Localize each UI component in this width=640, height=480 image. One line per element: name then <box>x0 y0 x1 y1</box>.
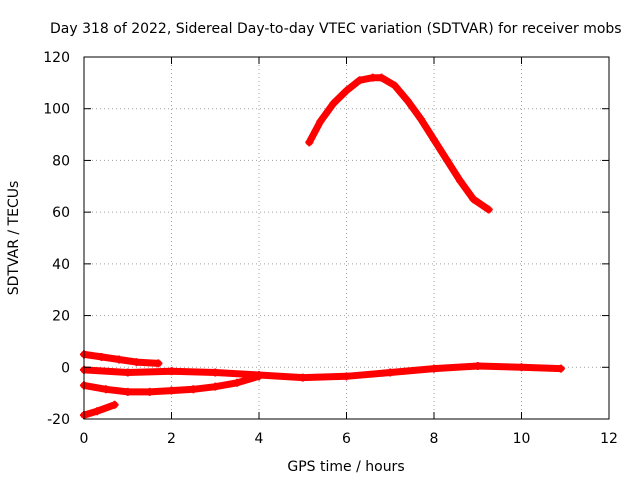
data-point <box>189 385 198 394</box>
data-point <box>416 115 425 124</box>
y-tick-label: 80 <box>52 153 70 169</box>
data-point <box>377 73 386 82</box>
series-arc-high <box>305 73 493 214</box>
y-tick-label: 60 <box>52 205 70 221</box>
series-arc-top-left <box>80 350 163 368</box>
y-tick-label: 40 <box>52 257 70 273</box>
x-tick-label: 12 <box>600 431 618 447</box>
x-axis-title: GPS time / hours <box>287 459 404 475</box>
data-point <box>93 407 102 416</box>
data-point <box>110 400 119 409</box>
data-point <box>430 135 438 144</box>
series-line <box>80 401 119 419</box>
data-point <box>123 368 132 377</box>
data-point <box>115 355 123 364</box>
data-point <box>329 99 338 108</box>
y-tick-label: 120 <box>43 50 70 66</box>
x-tick-label: 4 <box>255 431 264 447</box>
x-tick-label: 10 <box>513 431 531 447</box>
data-point <box>101 385 110 394</box>
data-point <box>211 368 220 377</box>
grid <box>84 57 609 419</box>
x-tick-label: 6 <box>342 431 351 447</box>
data-point <box>97 352 106 361</box>
x-tick-label: 8 <box>430 431 439 447</box>
x-tick-label: 0 <box>80 431 89 447</box>
data-point <box>456 177 465 186</box>
data-point <box>484 205 493 214</box>
data-point <box>469 195 478 204</box>
data-point <box>123 387 132 396</box>
data-point <box>390 81 399 90</box>
data-point <box>517 363 526 372</box>
data-point <box>132 358 141 367</box>
data-point <box>167 386 176 395</box>
data-point <box>386 368 395 377</box>
series-line <box>305 74 493 214</box>
ticks <box>83 56 610 420</box>
x-tick-label: 2 <box>167 431 176 447</box>
data-point <box>316 117 325 126</box>
y-tick-label: 20 <box>52 309 70 325</box>
y-tick-label: -20 <box>47 412 70 428</box>
tick-labels: 0 2 4 6 8 10 12 -20 0 20 40 60 80 100 120 <box>43 50 618 447</box>
data-point <box>403 96 412 105</box>
data-point <box>145 387 154 396</box>
data-point <box>473 361 482 370</box>
chart-title: Day 318 of 2022, Sidereal Day-to-day VTE… <box>50 21 622 37</box>
data-point <box>211 382 220 391</box>
data-point <box>255 372 263 381</box>
y-axis-title: SDTVAR / TECUs <box>6 181 22 296</box>
data-point <box>305 138 314 147</box>
data-point <box>342 86 351 95</box>
data-point <box>167 367 176 376</box>
data-point <box>233 378 242 387</box>
data-point <box>298 373 307 382</box>
data-point <box>430 364 438 373</box>
data-point <box>368 73 377 82</box>
y-tick-label: 0 <box>61 360 70 376</box>
series-layer <box>80 73 565 420</box>
series-line <box>80 362 565 382</box>
data-point <box>154 359 163 368</box>
data-point <box>443 156 452 165</box>
data-point <box>556 364 565 373</box>
data-point <box>355 76 364 85</box>
data-point <box>342 372 351 381</box>
series-arc-bottom-left <box>80 400 119 420</box>
y-tick-label: 100 <box>43 102 70 118</box>
